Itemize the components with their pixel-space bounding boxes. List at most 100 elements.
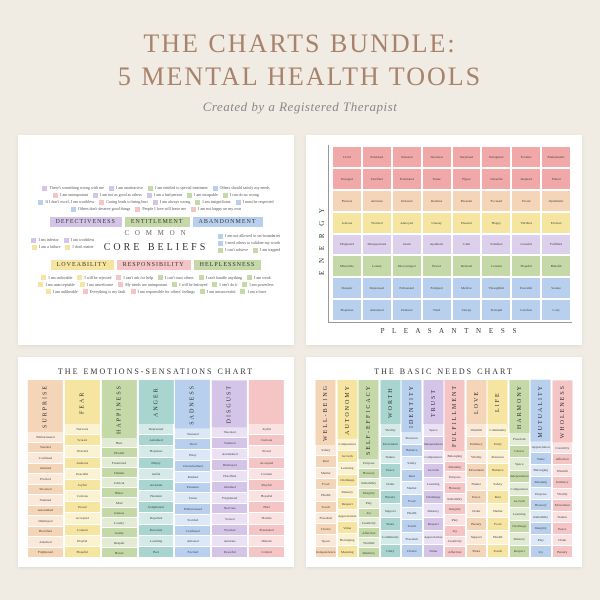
chart-cell: Vitality	[381, 424, 401, 436]
mood-cell: Excited	[542, 213, 570, 233]
chart-cell: Purpose	[359, 459, 379, 468]
chart-cell: Beauty	[553, 546, 573, 557]
mood-cell: Tired	[423, 300, 451, 320]
mood-cell: Alienated	[363, 300, 391, 320]
chart-cell: Nature	[553, 512, 573, 523]
chart-cell: Curious	[249, 435, 284, 445]
belief-item: I will be rejected	[77, 275, 111, 280]
charts-grid: There's something wrong with meI am unat…	[0, 129, 600, 585]
belief-item: I am weak	[247, 275, 271, 280]
chart-cell: Empty	[139, 458, 174, 468]
column-header: FULFILLMENT	[445, 380, 465, 451]
chart-cell: Hesitant	[139, 491, 174, 501]
mood-cell: Mellow	[453, 278, 481, 298]
chart-cell: Support	[381, 504, 401, 516]
column-header: IDENTITY	[402, 380, 422, 432]
chart-cell: Belonging	[531, 465, 551, 476]
chart-cell: Excited	[28, 474, 63, 484]
chart-cell: Peace	[381, 464, 401, 476]
chart-column: WHOLENESSCreativityAffectionWarmthIntima…	[553, 380, 573, 557]
chart-cell: Hurt	[249, 502, 284, 512]
chart-cell: Awful	[139, 469, 174, 479]
column-header: DISGUST	[212, 380, 247, 427]
chart-cell: Movement	[553, 500, 573, 511]
belief-item: I will be betrayed	[172, 282, 207, 287]
mood-cell: Surprised	[453, 147, 481, 167]
chart-cell: Peaceful	[212, 547, 247, 557]
chart-cell: Challenge	[424, 491, 444, 503]
chart-cell: Rest	[402, 470, 422, 482]
chart-cell: Safety	[402, 457, 422, 469]
energy-y-axis: E N E R G Y	[316, 145, 328, 335]
chart-cell: Creativity	[553, 442, 573, 453]
chart-cell: Health	[488, 531, 508, 543]
chart-cell: Touch	[316, 502, 336, 512]
mood-cell: Drained	[393, 300, 421, 320]
belief-item: I am worthless	[64, 238, 95, 243]
mood-cell: Enraged	[333, 169, 361, 189]
core-beliefs-pretitle: C O M M O N	[104, 230, 209, 238]
chart-column: SELF-EFFICACYPurposeHonestyReliabilityIn…	[359, 380, 379, 557]
mood-cell: Hyper	[453, 169, 481, 189]
mood-cell: Peaceful	[512, 278, 540, 298]
mood-cell: Content	[482, 256, 510, 276]
mood-cell: Annoyed	[393, 213, 421, 233]
chart-cell: Movement	[381, 437, 401, 449]
mood-cell: Jealous	[333, 213, 361, 233]
chart-cell: Pressure	[175, 483, 210, 493]
column-header: SADNESS	[175, 380, 210, 429]
chart-cell: Overwhelmed	[175, 461, 210, 471]
chart-cell: Order	[553, 535, 573, 546]
chart-cell: Shocked	[28, 485, 63, 495]
chart-cell: Dismayed	[28, 516, 63, 526]
needs-grid: WELL-BEINGSafetyRestShelterFoodHealthTou…	[316, 380, 572, 557]
mood-cell: Anxious	[363, 191, 391, 211]
chart-cell: Joy	[359, 509, 379, 518]
mood-cell: Pleased	[453, 213, 481, 233]
belief-item: I am responsible for others' feelings	[131, 289, 195, 294]
chart-cell: Challenge	[510, 521, 530, 533]
belief-item: I am unlovable	[41, 275, 72, 280]
mood-cell: Thrilled	[512, 213, 540, 233]
mood-cell: Glum	[393, 235, 421, 255]
chart-cell: Touch	[488, 545, 508, 557]
chart-cell: Unity	[381, 545, 401, 557]
column-header: LIFE	[488, 380, 508, 424]
chart-cell: Shocked	[212, 427, 247, 437]
mood-cell: Worried	[363, 213, 391, 233]
chart-cell: Intimacy	[359, 548, 379, 557]
chart-cell: Creativity	[359, 518, 379, 527]
energy-pleasantness-card: E N E R G Y LividPanickedStressedShocked…	[306, 135, 582, 345]
column-header: FEAR	[65, 380, 100, 424]
chart-cell: Worried	[65, 446, 100, 456]
belief-item: I am incapable	[187, 193, 218, 198]
chart-cell: Balance	[402, 445, 422, 457]
chart-cell: Mastery	[424, 504, 444, 516]
mood-cell: Blissful	[542, 256, 570, 276]
chart-cell: Anxious	[212, 536, 247, 546]
chart-cell: Mastery	[510, 533, 530, 545]
chart-cell: Critical	[102, 478, 137, 487]
mood-cell: Restless	[423, 191, 451, 211]
chart-cell: Accepted	[249, 458, 284, 468]
mood-cell: Fatigued	[423, 278, 451, 298]
chart-cell: Avoidant	[139, 480, 174, 490]
chart-cell: Growth	[338, 451, 358, 462]
chart-column: JoyfulCuriousProudAcceptedContentPlayful…	[249, 380, 284, 557]
chart-cell: Purpose	[445, 472, 465, 482]
chart-cell: Meaning	[338, 546, 358, 557]
chart-cell: Health	[402, 508, 422, 520]
chart-cell: Freedom	[402, 533, 422, 545]
belief-item: Caring leads to being hurt	[99, 200, 148, 205]
belief-item: I can't trust others	[158, 275, 194, 280]
chart-cell: Joy	[531, 546, 551, 557]
belief-item: I must be respected	[236, 200, 274, 205]
chart-cell: Choice	[402, 545, 422, 557]
chart-column: LOVEWarmthIntimacyVitalityMovementNature…	[467, 380, 487, 557]
belief-category-tag: LOVEABILITY	[51, 260, 114, 271]
chart-cell: Space	[510, 458, 530, 470]
chart-cell: Reliability	[359, 479, 379, 488]
chart-cell: Shelter	[402, 482, 422, 494]
mood-cell: Discouraged	[393, 256, 421, 276]
chart-cell: Appreciation	[424, 531, 444, 543]
